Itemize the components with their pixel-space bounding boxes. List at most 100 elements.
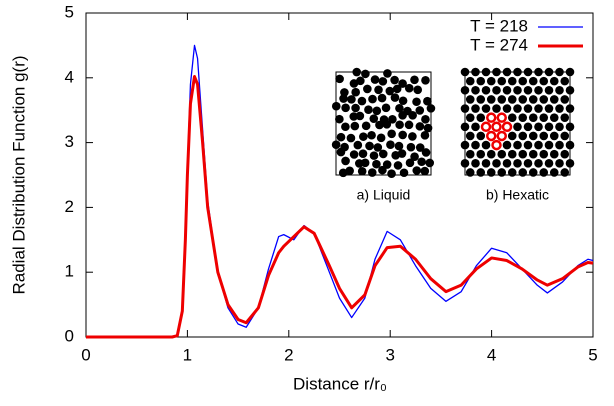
particle [347,95,356,104]
particle [507,95,517,104]
particle [350,121,360,131]
particle [410,152,419,161]
particle [387,129,396,139]
particle [497,168,507,177]
particle [398,111,407,120]
particle [415,143,425,152]
particle [507,168,517,177]
particle [565,159,575,168]
particle [363,84,372,94]
particle [460,104,470,113]
particle [518,95,528,104]
particle [497,95,507,104]
particle [492,104,501,113]
particle [534,85,543,95]
particle [539,76,549,86]
particle [359,132,368,141]
particle [460,67,470,77]
particle [481,104,491,113]
particle [539,131,549,141]
particle [361,121,371,131]
y-axis-label: Radial Distribution Function g(r) [9,55,28,294]
particle [331,140,341,149]
particle [476,131,486,141]
particle [382,120,392,129]
particle [502,104,512,113]
particle [492,159,501,168]
particle [390,75,399,85]
particle [405,158,415,168]
particle [518,113,528,122]
particle [565,67,575,77]
x-tick-label: 3 [385,345,394,364]
particle [523,104,533,113]
particle [368,94,377,104]
particle [549,95,559,104]
particle [355,111,365,121]
particle [392,84,402,94]
particle [417,157,426,167]
particle [460,85,470,95]
particle [415,122,425,131]
particle [420,166,430,176]
particle [486,76,496,86]
particle [523,122,533,132]
particle [471,104,480,113]
particle [528,76,538,86]
particle [471,85,480,95]
particle [502,67,512,77]
particle [560,76,570,86]
particle [393,161,403,170]
particle [397,149,407,158]
particle [358,149,368,158]
particle [378,77,388,86]
particle [406,142,416,152]
particle [507,113,517,122]
particle [375,120,384,130]
particle [513,104,522,113]
particle [412,97,421,107]
particle [465,76,475,86]
x-tick-label: 4 [487,345,496,364]
particle [491,139,502,151]
particle [555,122,564,132]
particle [423,96,432,106]
particle [394,141,404,151]
particle [539,95,549,104]
particle [492,67,501,77]
particle [502,159,512,168]
particle [528,168,538,177]
particle [507,131,517,141]
y-tick-label: 3 [65,132,74,151]
particle [465,168,475,177]
particle [476,95,486,104]
particle [496,112,507,123]
y-tick-label: 0 [65,326,74,345]
particle [544,159,554,168]
particle [460,122,470,132]
particle [404,83,414,93]
particle [496,130,507,142]
particle [534,159,543,168]
particle [338,168,348,178]
particle [534,122,543,132]
particle [549,149,559,159]
particle [336,147,346,157]
x-tick-label: 1 [183,345,192,364]
particle [385,86,395,96]
particle [560,149,570,159]
particle [565,85,575,95]
particle [356,76,365,86]
y-tick-label: 2 [65,197,74,216]
y-tick-label: 4 [65,67,74,86]
particle [513,85,522,95]
particle [421,75,430,85]
particle [544,104,554,113]
particle [549,168,559,177]
particle [476,76,486,86]
particle [513,122,522,132]
particle [486,168,496,177]
particle [351,87,360,97]
particle [388,115,397,124]
particle [341,103,350,113]
